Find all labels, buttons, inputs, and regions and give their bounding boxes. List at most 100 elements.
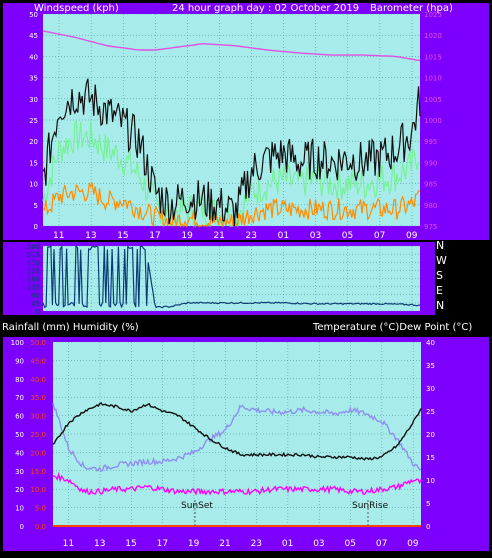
wind-y-tick-label: 15 bbox=[29, 159, 38, 167]
humidity-y-tick-label: 50 bbox=[15, 431, 24, 439]
humidity-y-tick-label: 70 bbox=[15, 394, 24, 402]
direction-series bbox=[42, 244, 421, 309]
humidity-y-tick-label: 0 bbox=[20, 523, 24, 531]
humidity-y-tick-label: 100 bbox=[11, 339, 24, 347]
temperature-y-tick-label: 5 bbox=[426, 500, 430, 508]
temperature-x-tick-label: 13 bbox=[94, 539, 105, 549]
direction-y-tick-label: 180 bbox=[27, 276, 40, 284]
barometer-y-tick-label: 995 bbox=[424, 138, 437, 146]
wind-x-tick-label: 07 bbox=[374, 231, 385, 241]
temperature-series bbox=[52, 401, 422, 527]
rain-y-tick-label: 0.0 bbox=[35, 523, 46, 531]
dew-point-line bbox=[52, 471, 422, 496]
wind-y-tick-label: 10 bbox=[29, 181, 38, 189]
wind-x-tick-label: 05 bbox=[342, 231, 353, 241]
temperature-x-tick-label: 03 bbox=[313, 539, 324, 549]
rain-humidity-axis-title: Rainfall (mm) Humidity (%) bbox=[2, 322, 139, 333]
barometer-y-tick-label: 1005 bbox=[424, 96, 442, 104]
wind-direction-line bbox=[42, 244, 421, 309]
humidity-y-tick-label: 20 bbox=[15, 486, 24, 494]
humidity-y-tick-label: 40 bbox=[15, 449, 24, 457]
wind-grid bbox=[43, 13, 420, 227]
wind-x-tick-label: 01 bbox=[278, 231, 289, 241]
wind-average-line bbox=[42, 119, 421, 228]
temperature-y-tick-label: 15 bbox=[426, 454, 435, 462]
direction-y-tick-label: 225 bbox=[27, 267, 40, 275]
rain-y-tick-label: 10.0 bbox=[30, 486, 46, 494]
rain-y-tick-label: 50.0 bbox=[30, 339, 46, 347]
compass-label: E bbox=[436, 284, 443, 297]
direction-y-tick-label: 0 bbox=[36, 308, 40, 316]
temperature-x-tick-label: 23 bbox=[251, 539, 262, 549]
wind-x-tick-label: 11 bbox=[53, 231, 64, 241]
temperature-y-tick-label: 20 bbox=[426, 431, 435, 439]
wind-x-tick-label: 03 bbox=[310, 231, 321, 241]
humidity-y-tick-label: 60 bbox=[15, 413, 24, 421]
wind-x-tick-label: 13 bbox=[85, 231, 96, 241]
humidity-y-tick-label: 80 bbox=[15, 376, 24, 384]
compass-label: W bbox=[436, 254, 447, 267]
temperature-y-tick-label: 30 bbox=[426, 385, 435, 393]
temperature-x-tick-label: 17 bbox=[157, 539, 168, 549]
graph-title: 24 hour graph day : 02 October 2019 bbox=[172, 3, 359, 14]
wind-series bbox=[42, 30, 421, 229]
humidity-y-tick-label: 10 bbox=[15, 505, 24, 513]
temperature-y-tick-label: 25 bbox=[426, 408, 435, 416]
temperature-y-tick-label: 10 bbox=[426, 477, 435, 485]
barometer-y-tick-label: 1020 bbox=[424, 32, 442, 40]
temperature-y-tick-label: 35 bbox=[426, 362, 435, 370]
wind-x-tick-label: 23 bbox=[246, 231, 257, 241]
rain-y-tick-label: 15.0 bbox=[30, 468, 46, 476]
wind-x-tick-label: 17 bbox=[149, 231, 160, 241]
temp-dew-axis-title: Temperature (°C)Dew Point (°C) bbox=[312, 322, 472, 333]
wind-y-tick-label: 45 bbox=[29, 32, 38, 40]
wind-y-tick-label: 0 bbox=[34, 223, 38, 231]
humidity-line bbox=[52, 402, 422, 472]
temperature-x-tick-label: 15 bbox=[125, 539, 136, 549]
rain-y-tick-label: 45.0 bbox=[30, 357, 46, 365]
rain-y-tick-label: 20.0 bbox=[30, 449, 46, 457]
rain-y-tick-label: 40.0 bbox=[30, 376, 46, 384]
wind-x-tick-label: 15 bbox=[117, 231, 128, 241]
barometer-line bbox=[42, 30, 421, 62]
wind-y-tick-label: 20 bbox=[29, 138, 38, 146]
direction-y-tick-label: 90 bbox=[31, 292, 40, 300]
humidity-y-tick-label: 90 bbox=[15, 357, 24, 365]
barometer-y-tick-label: 1000 bbox=[424, 117, 442, 125]
barometer-axis-title: Barometer (hpa) bbox=[370, 3, 453, 14]
wind-axis-title: Windspeed (kph) bbox=[34, 3, 119, 14]
sunrise-label: SunRise bbox=[352, 501, 389, 511]
direction-y-tick-label: 135 bbox=[27, 284, 40, 292]
temperature-y-tick-label: 40 bbox=[426, 339, 435, 347]
temperature-x-tick-label: 01 bbox=[282, 539, 293, 549]
wind-x-tick-label: 19 bbox=[181, 231, 193, 241]
compass-label: N bbox=[436, 239, 444, 252]
rain-y-tick-label: 25.0 bbox=[30, 431, 46, 439]
barometer-y-tick-label: 985 bbox=[424, 181, 437, 189]
temperature-x-tick-label: 05 bbox=[345, 539, 356, 549]
barometer-y-tick-label: 975 bbox=[424, 223, 437, 231]
compass-label: N bbox=[436, 299, 444, 312]
barometer-y-tick-label: 1025 bbox=[424, 11, 442, 19]
rain-y-tick-label: 30.0 bbox=[30, 413, 46, 421]
wind-x-tick-label: 09 bbox=[406, 231, 418, 241]
temperature-x-tick-label: 07 bbox=[376, 539, 387, 549]
direction-y-tick-label: 360 bbox=[27, 243, 40, 251]
barometer-y-tick-label: 1015 bbox=[424, 53, 442, 61]
barometer-y-tick-label: 990 bbox=[424, 159, 437, 167]
wind-x-tick-label: 21 bbox=[213, 231, 224, 241]
compass-label: S bbox=[436, 269, 443, 282]
wind-gust-line bbox=[42, 78, 421, 227]
direction-y-tick-label: 45 bbox=[31, 300, 40, 308]
temperature-x-tick-label: 11 bbox=[63, 539, 74, 549]
wind-y-tick-label: 40 bbox=[29, 53, 38, 61]
wind-y-tick-label: 50 bbox=[29, 11, 38, 19]
wind-minimum-line bbox=[42, 181, 421, 229]
temperature-x-tick-label: 09 bbox=[407, 539, 419, 549]
wind-y-tick-label: 35 bbox=[29, 75, 38, 83]
humidity-y-tick-label: 30 bbox=[15, 468, 24, 476]
